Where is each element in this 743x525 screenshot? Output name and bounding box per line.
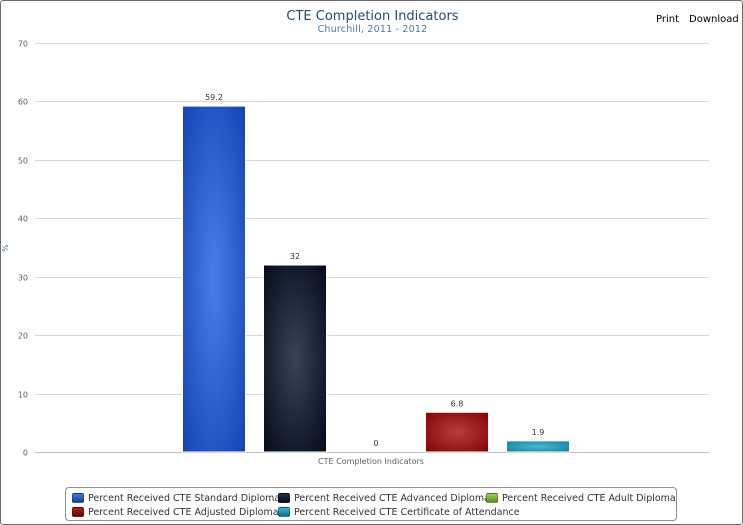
legend-swatch	[72, 507, 84, 517]
y-tick-label: 20	[18, 332, 28, 341]
legend: Percent Received CTE Standard Diploma Pe…	[65, 487, 677, 521]
legend-item-adult-diploma[interactable]: Percent Received CTE Adult Diploma	[486, 492, 676, 504]
data-label: 32	[290, 252, 300, 261]
legend-swatch	[486, 493, 498, 503]
x-category-label: CTE Completion Indicators	[318, 457, 424, 466]
plot-area: 0 10 20 30 40 50 60 70 % 59.2 32 0 6.8 1.9 CTE Comp…	[1, 40, 709, 466]
legend-label: Percent Received CTE Standard Diploma	[88, 492, 281, 504]
y-tick-label: 30	[18, 274, 28, 283]
y-tick-label: 50	[18, 157, 28, 166]
data-label: 59.2	[205, 93, 223, 102]
legend-item-standard-diploma[interactable]: Percent Received CTE Standard Diploma	[72, 492, 280, 504]
legend-item-advanced-diploma[interactable]: Percent Received CTE Advanced Diploma	[278, 492, 490, 504]
bar-4[interactable]	[506, 440, 570, 453]
y-tick-label: 40	[18, 215, 28, 224]
chart-title: CTE Completion Indicators	[286, 9, 459, 24]
y-tick-label: 70	[18, 40, 28, 49]
legend-label: Percent Received CTE Adjusted Diploma	[88, 506, 279, 518]
y-tick-label: 10	[18, 391, 28, 400]
y-tick-label: 60	[18, 98, 28, 107]
legend-label: Percent Received CTE Adult Diploma	[502, 492, 676, 504]
legend-swatch	[278, 507, 290, 517]
bar-3[interactable]	[425, 411, 489, 453]
data-label: 0	[373, 439, 378, 448]
legend-label: Percent Received CTE Certificate of Atte…	[294, 506, 520, 518]
legend-item-adjusted-diploma[interactable]: Percent Received CTE Adjusted Diploma	[72, 506, 279, 518]
legend-swatch	[72, 493, 84, 503]
legend-label: Percent Received CTE Advanced Diploma	[294, 492, 490, 504]
legend-item-certificate-of-attendance[interactable]: Percent Received CTE Certificate of Atte…	[278, 506, 520, 518]
y-axis-label: %	[1, 244, 10, 252]
bar-1[interactable]	[263, 264, 327, 453]
y-tick-label: 0	[23, 449, 28, 458]
data-label: 1.9	[532, 428, 545, 437]
chart-subtitle: Churchill, 2011 - 2012	[317, 24, 428, 35]
bar-0[interactable]	[182, 105, 246, 453]
data-label: 6.8	[451, 399, 464, 408]
print-button[interactable]: Print	[656, 14, 680, 25]
legend-swatch	[278, 493, 290, 503]
download-button[interactable]: Download	[689, 14, 739, 25]
